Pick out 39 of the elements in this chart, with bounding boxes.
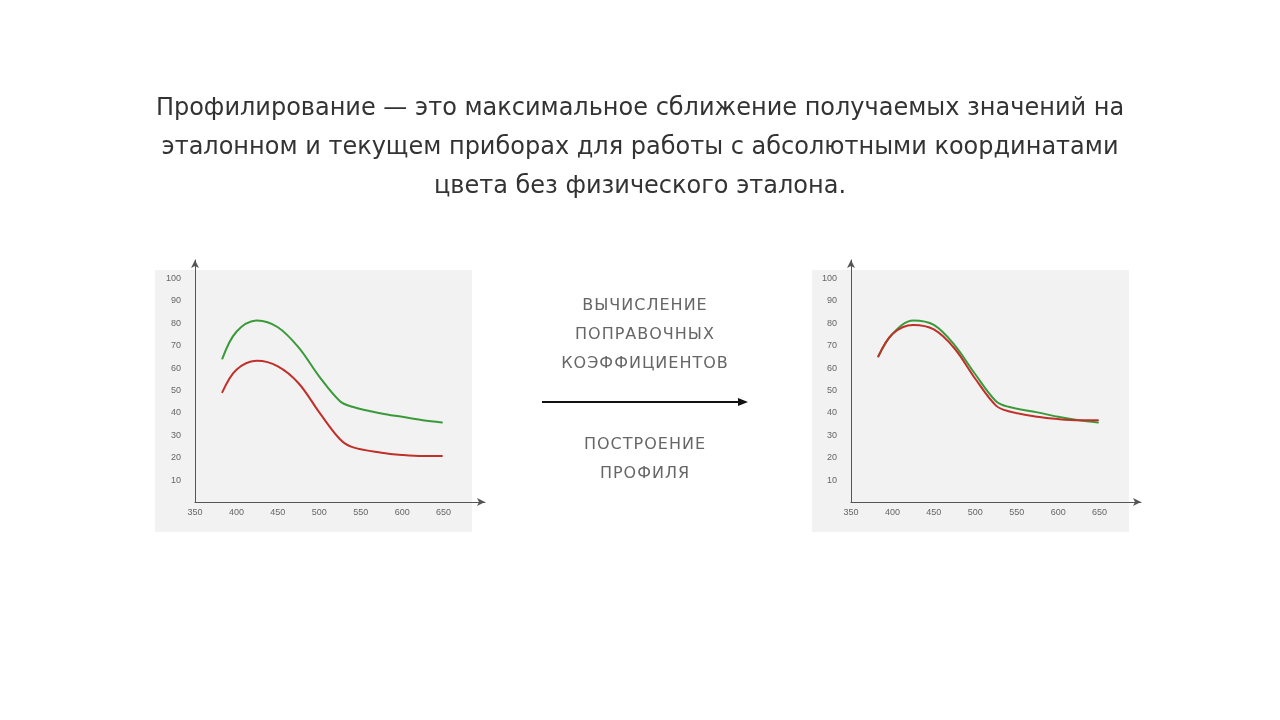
x-tick-label: 650 (1092, 506, 1108, 517)
y-tick-label: 20 (826, 452, 837, 463)
x-tick-label: 350 (187, 506, 203, 517)
y-tick-label: 10 (170, 474, 181, 485)
y-tick-label: 90 (826, 295, 837, 306)
y-tick-label: 30 (826, 429, 837, 440)
x-tick-label: 400 (228, 506, 244, 517)
line-series (221, 359, 443, 458)
x-tick-label: 450 (270, 506, 286, 517)
y-tick-label: 80 (170, 317, 181, 328)
x-tick-label: 500 (967, 506, 983, 517)
x-tick-label: 350 (843, 506, 859, 517)
x-tick-label: 450 (926, 506, 942, 517)
y-tick-label: 80 (826, 317, 837, 328)
text: ВЫЧИСЛЕНИЕ ПОПРАВОЧНЫХ КОЭФФИЦИЕНТОВ (560, 294, 730, 374)
x-tick-label: 550 (1009, 506, 1025, 517)
text: ПОСТРОЕНИЕ ПРОФИЛЯ (583, 433, 707, 484)
x-tick-label: 550 (353, 506, 369, 517)
x-tick-label: 500 (311, 506, 327, 517)
y-tick-label: 100 (821, 272, 837, 283)
y-tick-label: 60 (170, 362, 181, 373)
y-tick-label: 70 (826, 340, 837, 351)
x-tick-label: 650 (436, 506, 452, 517)
y-tick-label: 10 (826, 474, 837, 485)
y-tick-label: 70 (170, 340, 181, 351)
y-tick-label: 30 (170, 429, 181, 440)
y-tick-label: 50 (170, 384, 181, 395)
y-tick-label: 40 (170, 407, 181, 418)
y-tick-label: 100 (165, 272, 181, 283)
y-tick-label: 60 (826, 362, 837, 373)
line-series (221, 319, 443, 424)
y-tick-label: 40 (826, 407, 837, 418)
x-tick-label: 600 (394, 506, 410, 517)
y-tick-label: 90 (170, 295, 181, 306)
x-tick-label: 600 (1050, 506, 1066, 517)
x-tick-label: 400 (884, 506, 900, 517)
y-tick-label: 20 (170, 452, 181, 463)
y-tick-label: 50 (826, 384, 837, 395)
text: Профилирование — это максимальное сближение получаемых значений на эталонном и текущем приборах для работы с абсолютными координатами цвета без физического эталона. (154, 92, 1126, 201)
